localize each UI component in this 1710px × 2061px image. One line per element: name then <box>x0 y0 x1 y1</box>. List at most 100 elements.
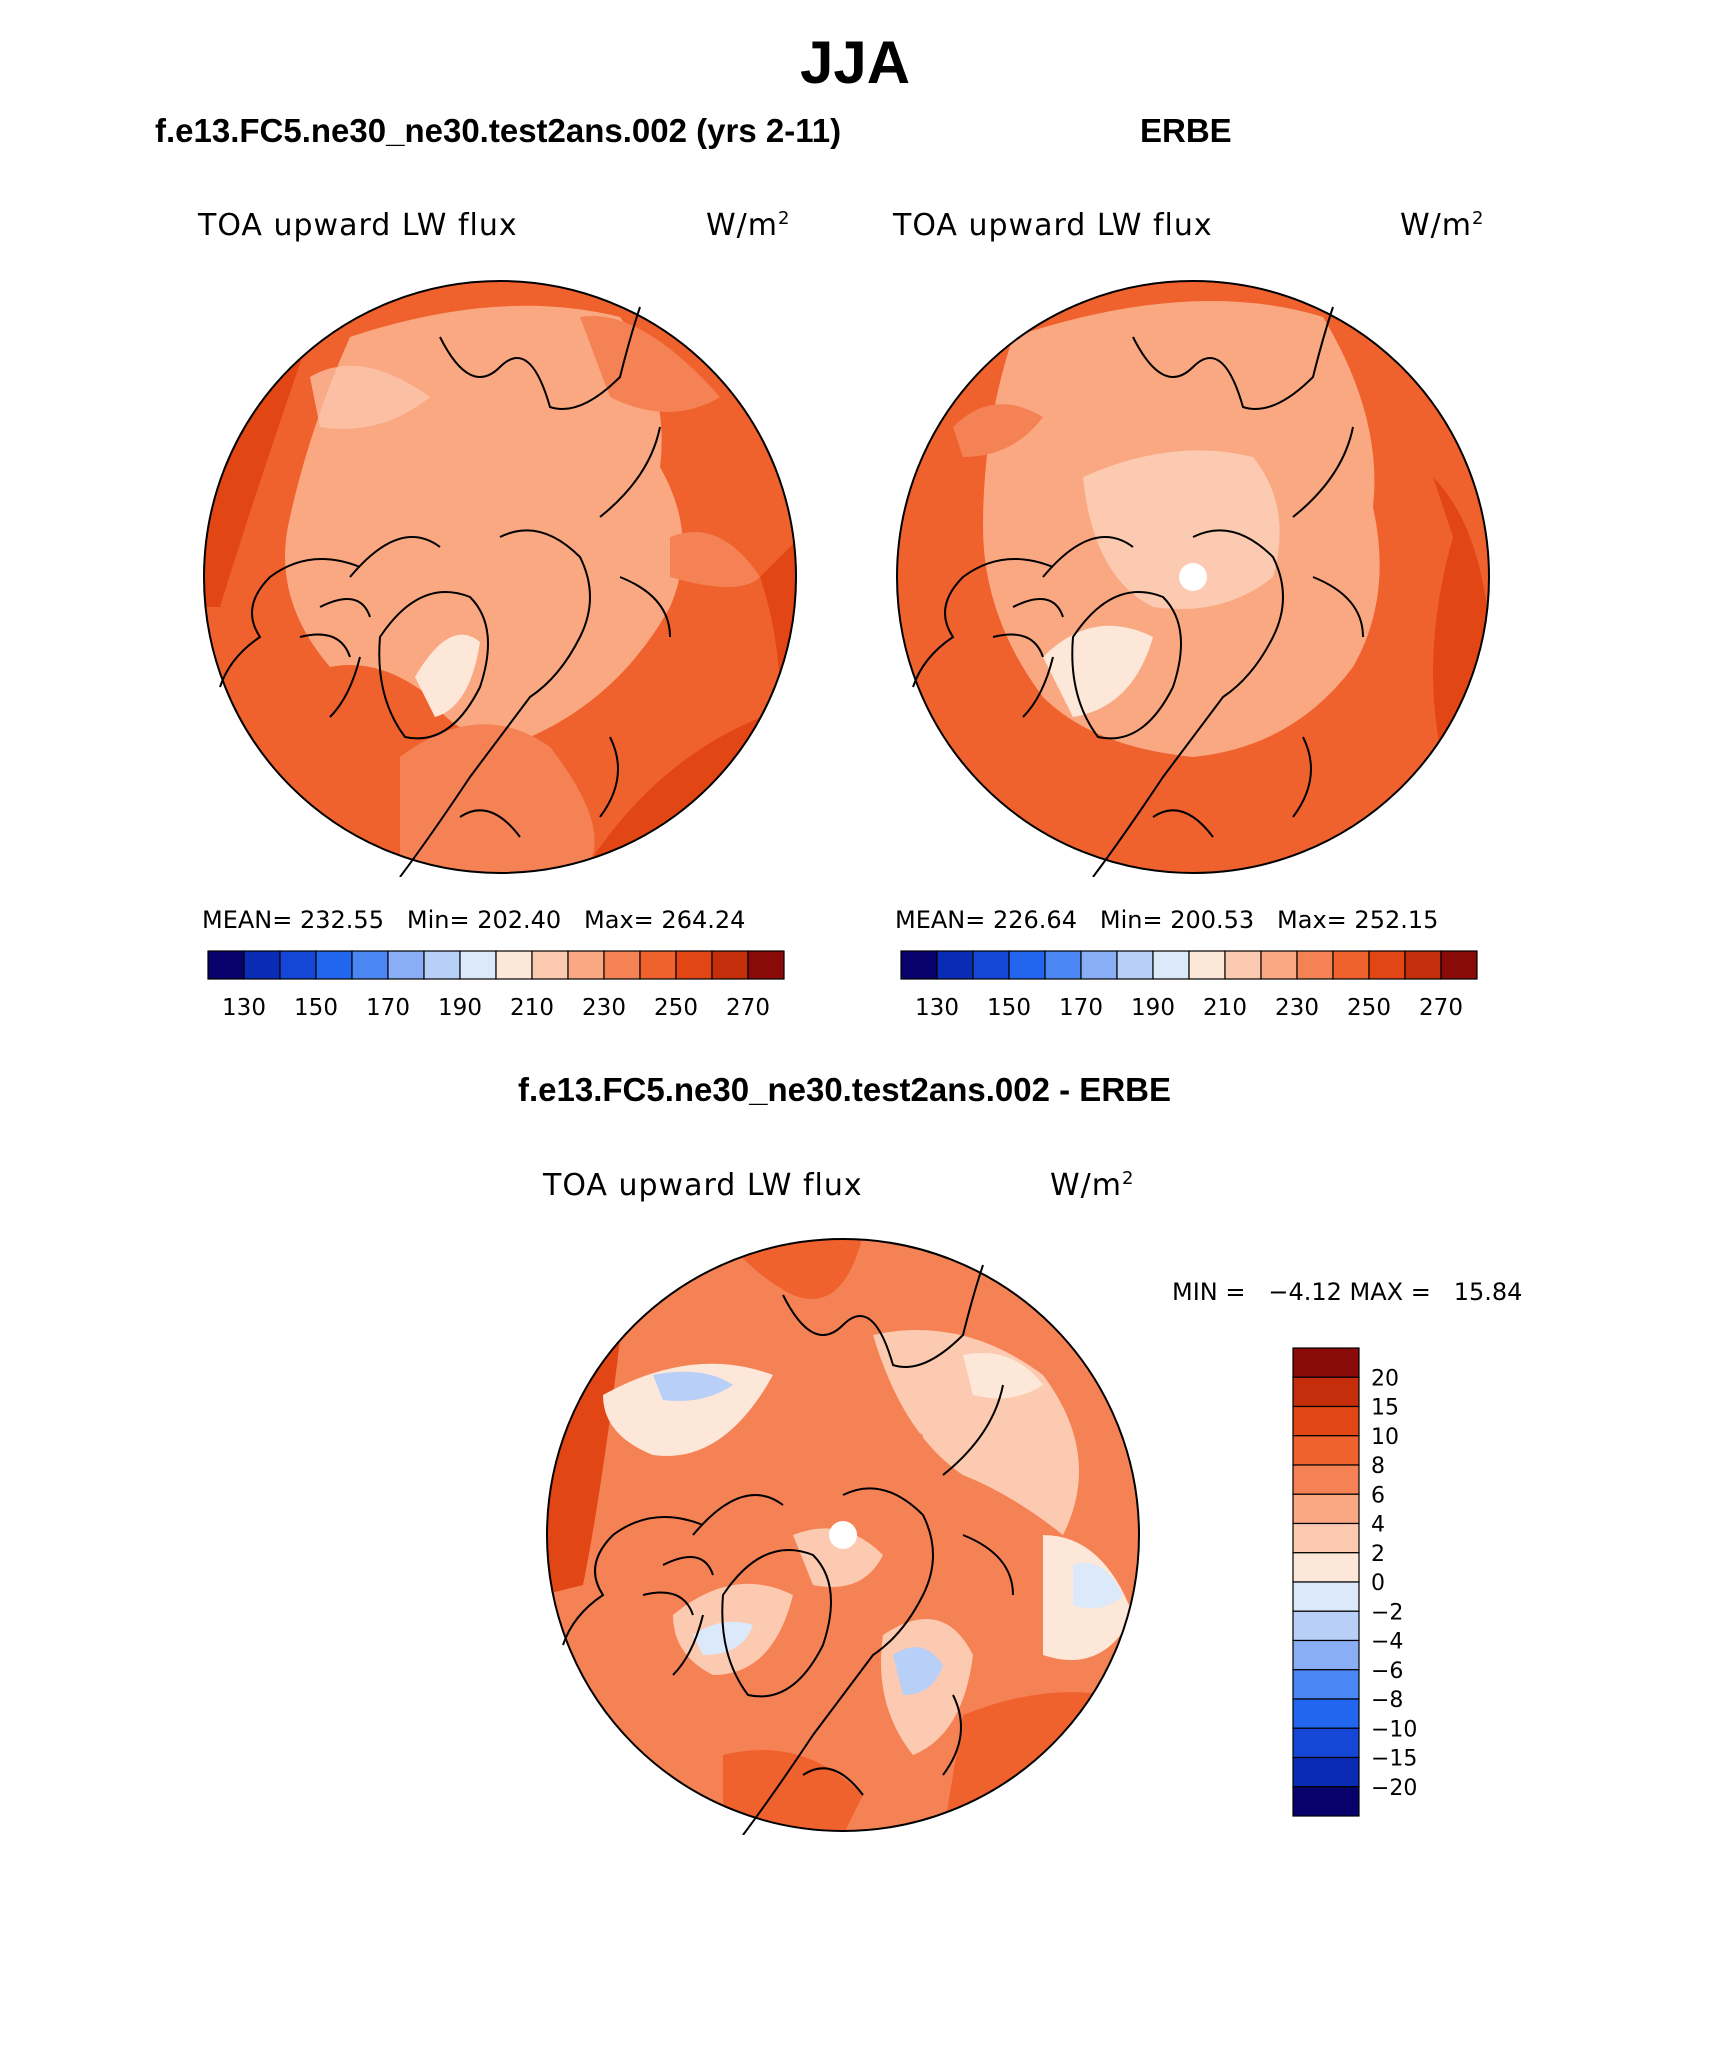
right-polar-map <box>896 280 1490 877</box>
diff-colorbar-tick-label: 6 <box>1371 1483 1385 1508</box>
figure-title: JJA <box>799 29 911 96</box>
right-colorbar-box <box>1440 950 1478 980</box>
diff-colorbar-box <box>1292 1786 1360 1817</box>
left-colorbar-box <box>459 950 497 980</box>
diff-colorbar-tick-label: −2 <box>1371 1600 1403 1625</box>
right-map-border <box>896 280 1490 874</box>
left-variable-label: TOA upward LW flux <box>198 208 518 243</box>
right-colorbar-box <box>1404 950 1442 980</box>
diff-pole-hole <box>829 1521 857 1549</box>
right-colorbar: 130 150 170 190 210 230 250 270 <box>900 950 1478 1021</box>
right-colorbar-box <box>1224 950 1262 980</box>
left-colorbar-box <box>315 950 353 980</box>
left-units-label: W/m2 <box>706 208 791 243</box>
diff-colorbar-tick-label: 4 <box>1371 1513 1385 1538</box>
right-colorbar-tick-label: 210 <box>1203 995 1247 1021</box>
diff-colorbar-tick-label: 20 <box>1371 1366 1399 1391</box>
left-colorbar-box <box>639 950 677 980</box>
diff-colorbar-tick-label: −10 <box>1371 1717 1417 1742</box>
diff-colorbar-tick-label: 2 <box>1371 1542 1385 1567</box>
diff-colorbar-box <box>1292 1435 1360 1466</box>
right-colorbar-box <box>1008 950 1046 980</box>
right-variable-label: TOA upward LW flux <box>893 208 1213 243</box>
right-colorbar-box <box>936 950 974 980</box>
right-colorbar-tick-label: 190 <box>1131 995 1175 1021</box>
diff-map-border <box>546 1238 1140 1832</box>
diff-colorbar-tick-label: −8 <box>1371 1688 1403 1713</box>
diff-colorbar-box <box>1292 1376 1360 1408</box>
diff-min-max: MIN = −4.12 MAX = 15.84 <box>1172 1278 1523 1306</box>
right-colorbar-tick-label: 170 <box>1059 995 1103 1021</box>
right-colorbar-box <box>1116 950 1154 980</box>
right-stats: MEAN= 226.64 Min= 200.53 Max= 252.15 <box>895 906 1439 934</box>
diff-colorbar-box <box>1292 1756 1360 1788</box>
left-colorbar-box <box>711 950 749 980</box>
diff-polar-map <box>546 1238 1140 1835</box>
left-colorbar-box <box>603 950 641 980</box>
left-colorbar-tick-label: 130 <box>222 995 266 1021</box>
diff-units-label: W/m2 <box>1050 1168 1135 1203</box>
diff-colorbar-tick-label: −4 <box>1371 1630 1403 1655</box>
diff-colorbar-box <box>1292 1581 1360 1612</box>
right-colorbar-box <box>1044 950 1082 980</box>
diff-variable-label: TOA upward LW flux <box>543 1168 863 1203</box>
left-colorbar-tick-label: 250 <box>654 995 698 1021</box>
diff-colorbar-box <box>1292 1639 1360 1671</box>
left-colorbar-box <box>351 950 389 980</box>
left-colorbar-box <box>207 950 245 980</box>
diff-colorbar-box <box>1292 1347 1360 1378</box>
left-colorbar-box <box>279 950 317 980</box>
diff-colorbar-box <box>1292 1522 1360 1554</box>
left-colorbar-box <box>747 950 785 980</box>
left-colorbar-tick-label: 190 <box>438 995 482 1021</box>
right-colorbar-box <box>1296 950 1334 980</box>
right-colorbar-tick-label: 250 <box>1347 995 1391 1021</box>
diff-colorbar-box <box>1292 1727 1360 1759</box>
left-colorbar-tick-label: 210 <box>510 995 554 1021</box>
right-colorbar-box <box>1080 950 1118 980</box>
left-colorbar-box <box>495 950 533 980</box>
left-coastlines <box>219 306 671 877</box>
left-colorbar-tick-label: 150 <box>294 995 338 1021</box>
left-colorbar-tick-label: 230 <box>582 995 626 1021</box>
diff-colorbar-box <box>1292 1552 1360 1583</box>
left-colorbar-box <box>675 950 713 980</box>
left-colorbar-box <box>531 950 569 980</box>
diff-colorbar-box <box>1292 1464 1360 1495</box>
right-colorbar-box <box>1332 950 1370 980</box>
left-colorbar-box <box>243 950 281 980</box>
right-coastlines <box>912 306 1364 877</box>
right-colorbar-box <box>1368 950 1406 980</box>
right-colorbar-tick-label: 270 <box>1419 995 1463 1021</box>
right-colorbar-box <box>1152 950 1190 980</box>
diff-colorbar-box <box>1292 1698 1360 1729</box>
diff-colorbar-tick-label: 10 <box>1371 1425 1399 1450</box>
right-pole-hole <box>1179 563 1207 591</box>
diff-coastlines <box>562 1264 1014 1835</box>
right-colorbar-tick-label: 130 <box>915 995 959 1021</box>
diff-colorbar-tick-label: −20 <box>1371 1776 1417 1801</box>
left-colorbar-box <box>567 950 605 980</box>
right-colorbar-tick-label: 230 <box>1275 995 1319 1021</box>
diff-colorbar-box <box>1292 1610 1360 1642</box>
right-colorbar-box <box>972 950 1010 980</box>
left-colorbar: 130 150 170 190 210 230 250 270 <box>207 950 785 1021</box>
right-panel-title: ERBE <box>1140 112 1232 149</box>
diff-colorbar-tick-label: −15 <box>1371 1747 1417 1772</box>
left-stats: MEAN= 232.55 Min= 202.40 Max= 264.24 <box>202 906 746 934</box>
right-colorbar-tick-label: 150 <box>987 995 1031 1021</box>
right-units-label: W/m2 <box>1400 208 1485 243</box>
right-colorbar-box <box>1188 950 1226 980</box>
right-colorbar-box <box>1260 950 1298 980</box>
diff-colorbar-tick-label: 0 <box>1371 1571 1385 1596</box>
left-map-border <box>203 280 797 874</box>
left-colorbar-tick-label: 270 <box>726 995 770 1021</box>
right-colorbar-box <box>900 950 938 980</box>
left-colorbar-box <box>423 950 461 980</box>
diff-colorbar-tick-label: 8 <box>1371 1454 1385 1479</box>
diff-colorbar-tick-label: −6 <box>1371 1659 1403 1684</box>
diff-colorbar-box <box>1292 1493 1360 1525</box>
diff-colorbar-box <box>1292 1669 1360 1700</box>
diff-panel-title: f.e13.FC5.ne30_ne30.test2ans.002 - ERBE <box>518 1071 1171 1108</box>
